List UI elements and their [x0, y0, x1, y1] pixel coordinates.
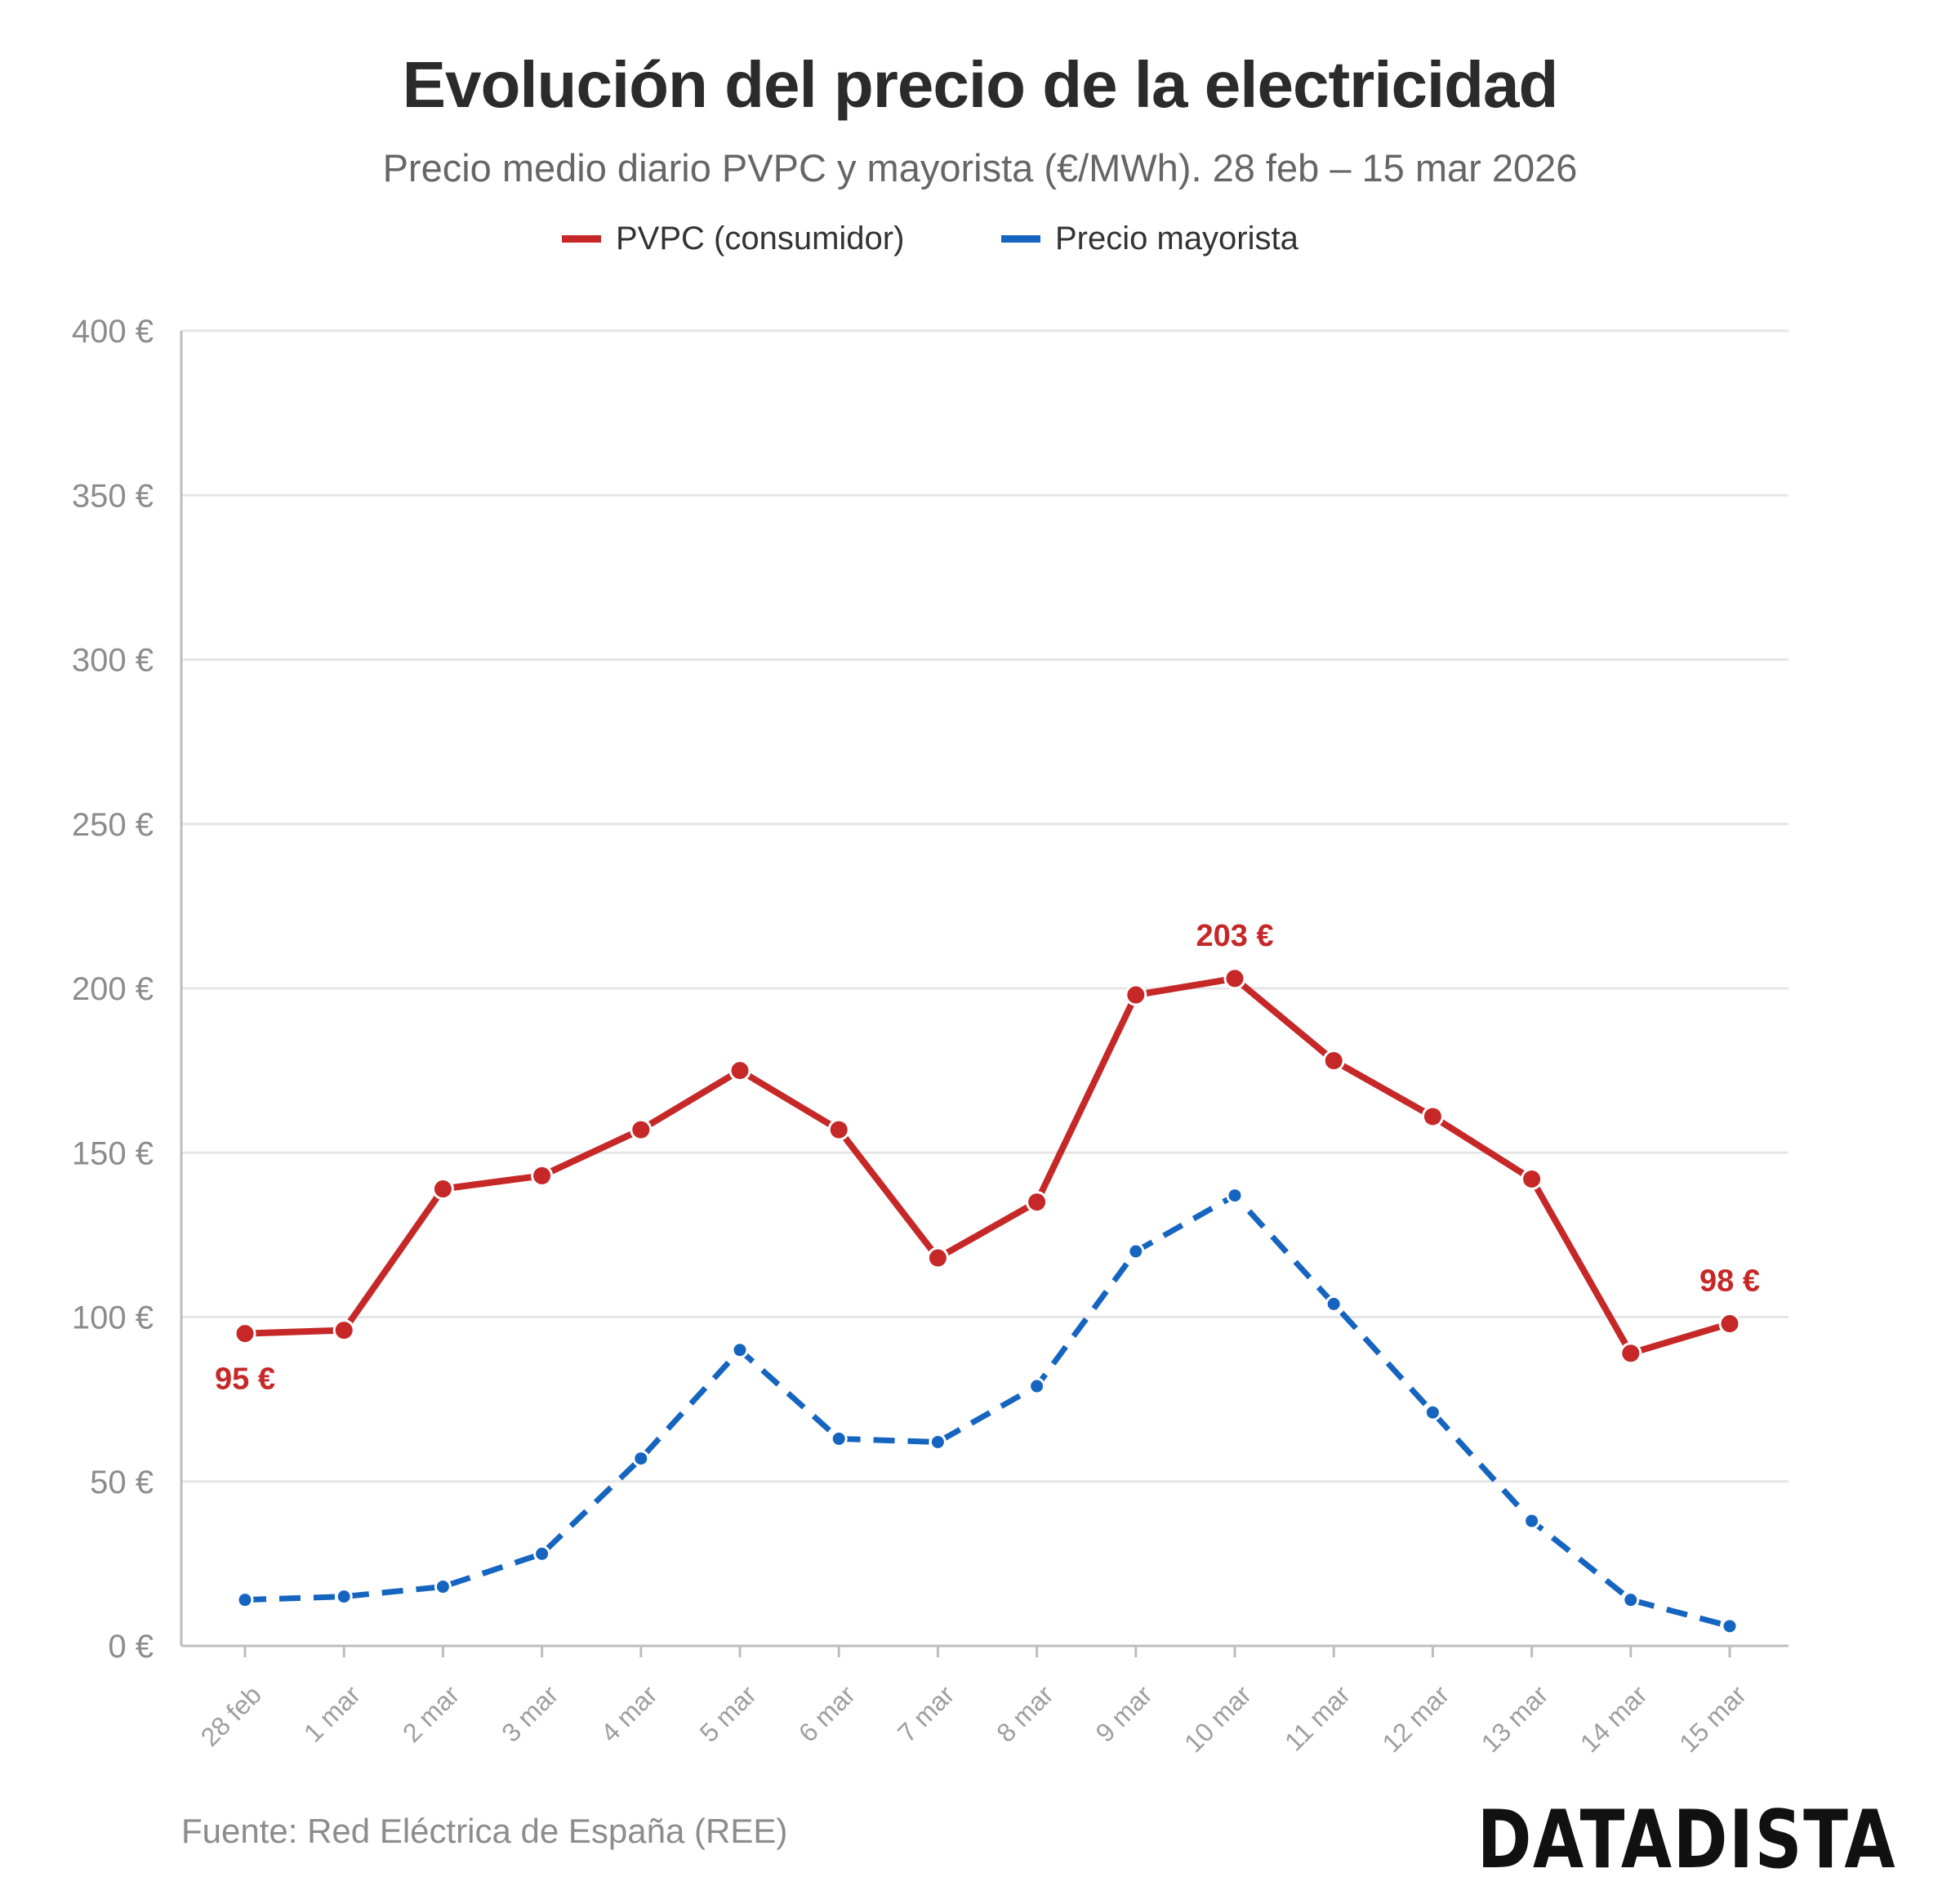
- data-point-wholesale: [1028, 1377, 1046, 1395]
- x-tick-label: 14 mar: [1575, 1679, 1653, 1758]
- y-tick-label: 300 €: [72, 643, 154, 679]
- chart-title: Evolución del precio de la electricidad: [402, 48, 1559, 121]
- x-tick-label: 28 feb: [195, 1679, 267, 1751]
- data-point-wholesale: [1325, 1295, 1343, 1313]
- x-tick-label: 4 mar: [595, 1679, 663, 1748]
- data-point-pvpc: [234, 1322, 256, 1345]
- data-point-pvpc: [1125, 983, 1147, 1006]
- x-tick-label: 10 mar: [1178, 1679, 1257, 1758]
- data-point-wholesale: [830, 1429, 848, 1447]
- data-point-pvpc: [728, 1059, 751, 1082]
- data-point-pvpc: [1322, 1050, 1345, 1072]
- x-tick-label: 8 mar: [991, 1679, 1059, 1748]
- y-tick-label: 100 €: [72, 1300, 154, 1336]
- data-point-wholesale: [533, 1545, 551, 1563]
- data-label: 95 €: [215, 1362, 275, 1397]
- x-tick-label: 5 mar: [694, 1679, 763, 1748]
- x-tick-label: 2 mar: [397, 1679, 466, 1748]
- data-point-wholesale: [632, 1450, 650, 1468]
- y-tick-label: 350 €: [72, 478, 154, 514]
- data-point-pvpc: [1026, 1191, 1049, 1214]
- data-point-wholesale: [1423, 1403, 1441, 1421]
- legend-swatch-pvpc: [562, 234, 601, 243]
- y-tick-label: 400 €: [72, 314, 154, 350]
- data-point-wholesale: [1523, 1512, 1541, 1530]
- x-tick-label: 6 mar: [793, 1679, 862, 1748]
- x-tick-label: 1 mar: [298, 1679, 367, 1748]
- series-line-wholesale: [244, 1193, 1731, 1630]
- data-point-pvpc: [1521, 1167, 1544, 1190]
- x-tick-label: 3 mar: [496, 1679, 564, 1748]
- x-tick-label: 9 mar: [1089, 1679, 1158, 1748]
- data-point-wholesale: [1127, 1242, 1145, 1260]
- chart-subtitle: Precio medio diario PVPC y mayorista (€/…: [382, 146, 1578, 190]
- source-note: Fuente: Red Eléctrica de España (REE): [181, 1812, 788, 1850]
- data-point-pvpc: [926, 1246, 949, 1269]
- data-point-wholesale: [236, 1591, 254, 1609]
- data-point-pvpc: [827, 1118, 850, 1141]
- data-point-pvpc: [531, 1164, 554, 1187]
- data-point-pvpc: [332, 1319, 355, 1342]
- data-label: 203 €: [1196, 919, 1273, 953]
- y-tick-label: 250 €: [72, 807, 154, 843]
- data-label: 98 €: [1699, 1264, 1760, 1299]
- series-line-pvpc: [242, 974, 1733, 1357]
- x-tick-label: 12 mar: [1376, 1679, 1454, 1758]
- data-point-wholesale: [1622, 1591, 1640, 1609]
- brand-logo: DATADISTA: [1477, 1794, 1896, 1887]
- chart-legend: PVPC (consumidor) Precio mayorista: [0, 214, 1960, 263]
- y-tick-label: 0 €: [108, 1629, 154, 1665]
- data-point-wholesale: [1721, 1617, 1739, 1635]
- data-point-wholesale: [335, 1588, 353, 1606]
- legend-item-wholesale: Precio mayorista: [1001, 214, 1298, 263]
- x-tick-label: 13 mar: [1476, 1679, 1554, 1758]
- data-point-wholesale: [929, 1433, 947, 1451]
- legend-swatch-wholesale: [1001, 234, 1040, 243]
- legend-label-pvpc: PVPC (consumidor): [616, 220, 905, 256]
- data-point-pvpc: [1619, 1342, 1642, 1365]
- data-point-wholesale: [434, 1578, 452, 1596]
- x-tick-label: 11 mar: [1279, 1679, 1356, 1756]
- legend-label-wholesale: Precio mayorista: [1055, 220, 1298, 256]
- y-tick-label: 200 €: [72, 971, 154, 1007]
- data-point-wholesale: [1226, 1187, 1244, 1205]
- data-point-pvpc: [431, 1178, 454, 1201]
- data-point-pvpc: [1223, 967, 1246, 990]
- legend-item-pvpc: PVPC (consumidor): [562, 214, 904, 263]
- data-point-pvpc: [1718, 1313, 1741, 1335]
- x-tick-label: 7 mar: [892, 1679, 960, 1748]
- data-point-pvpc: [1421, 1105, 1444, 1128]
- y-tick-label: 50 €: [90, 1465, 154, 1500]
- data-point-pvpc: [630, 1118, 653, 1141]
- y-tick-label: 150 €: [72, 1135, 154, 1171]
- data-point-wholesale: [731, 1341, 749, 1359]
- x-tick-label: 15 mar: [1673, 1679, 1752, 1758]
